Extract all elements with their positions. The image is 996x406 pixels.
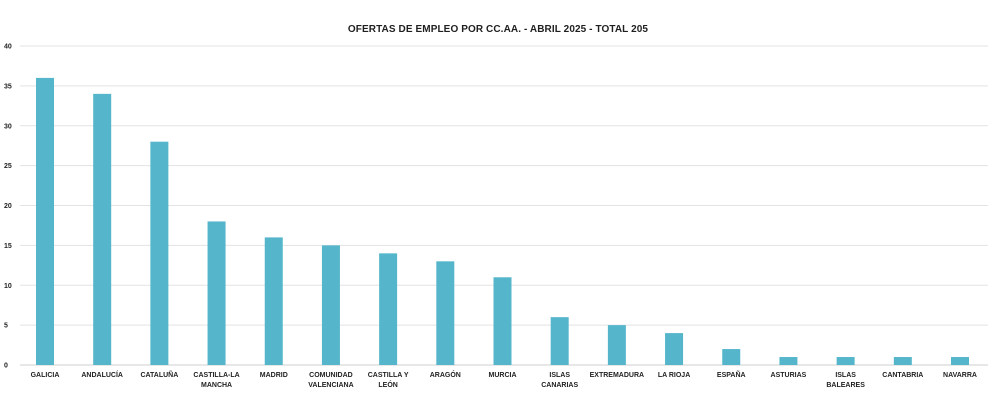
bar-asturias (779, 357, 798, 365)
bar-aragón (436, 261, 455, 365)
y-tick-label: 20 (4, 203, 12, 210)
x-tick-label: CANTABRIA (882, 372, 923, 379)
bar-extremadura (607, 325, 626, 365)
bar-castilla-y-león (379, 253, 398, 365)
x-tick-label: ISLAS (835, 372, 856, 379)
x-tick-label: MANCHA (201, 382, 232, 389)
bar-islas-canarias (550, 317, 569, 365)
x-tick-label: ISLAS (549, 372, 570, 379)
bar-comunidad-valenciana (321, 245, 340, 365)
x-tick-label: LEÓN (378, 380, 397, 389)
bar-españa (722, 349, 741, 365)
chart-title: OFERTAS DE EMPLEO POR CC.AA. - ABRIL 202… (347, 24, 649, 35)
bar-cantabria (893, 357, 912, 365)
y-tick-label: 35 (4, 83, 12, 90)
y-tick-label: 10 (4, 283, 12, 290)
bar-cataluña (150, 141, 169, 365)
x-tick-label: MURCIA (489, 372, 517, 379)
x-tick-label: ANDALUCÍA (81, 370, 123, 379)
x-tick-label: NAVARRA (943, 372, 977, 379)
y-tick-label: 0 (4, 363, 8, 370)
y-tick-label: 5 (4, 323, 8, 330)
x-tick-label: CANARIAS (541, 382, 578, 389)
bar-islas-baleares (836, 357, 855, 365)
x-tick-label: CASTILLA Y (368, 372, 409, 379)
y-tick-label: 25 (4, 163, 12, 170)
x-tick-label: EXTREMADURA (590, 372, 644, 379)
x-tick-label: ESPAÑA (717, 370, 746, 379)
bar-madrid (264, 237, 283, 365)
x-tick-label: ARAGÓN (430, 370, 461, 379)
x-tick-label: GALICIA (31, 372, 60, 379)
x-tick-label: COMUNIDAD (309, 372, 353, 379)
x-tick-label: MADRID (260, 372, 288, 379)
bar-castilla-la-mancha (207, 221, 226, 365)
x-tick-label: CATALUÑA (140, 370, 178, 379)
y-tick-label: 15 (4, 243, 12, 250)
bar-murcia (493, 277, 512, 365)
bar-galicia (36, 77, 54, 366)
x-tick-label: ASTURIAS (771, 372, 807, 379)
bar-navarra (951, 357, 969, 365)
y-tick-label: 30 (4, 123, 12, 130)
y-tick-label: 40 (4, 44, 12, 51)
x-tick-label: VALENCIANA (308, 382, 353, 389)
x-tick-label: LA RIOJA (658, 372, 690, 379)
x-tick-label: CASTILLA-LA (193, 372, 239, 379)
bar-la-rioja (665, 333, 684, 365)
x-tick-label: BALEARES (826, 382, 865, 389)
bar-andalucía (93, 93, 112, 365)
